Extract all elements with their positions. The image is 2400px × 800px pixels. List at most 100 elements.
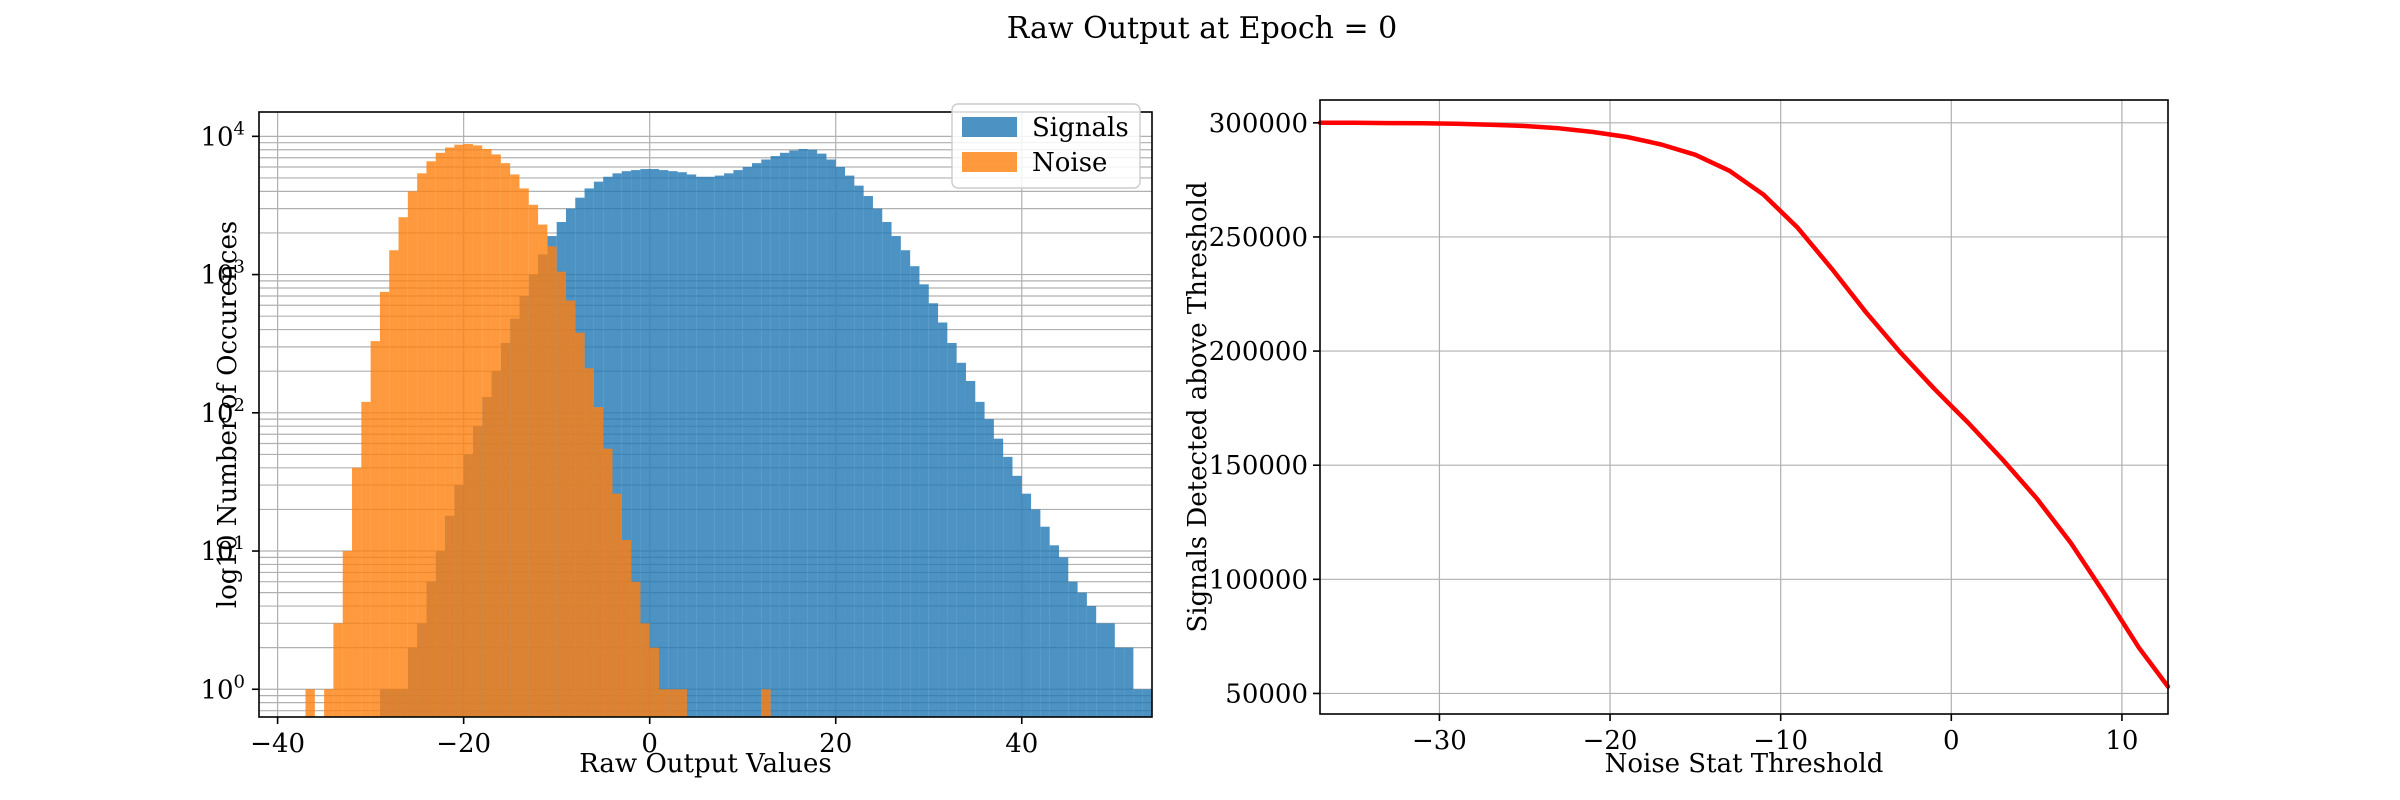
histogram-bar [491, 154, 501, 717]
histogram-bar [389, 250, 399, 717]
legend-label: Noise [1032, 148, 1107, 178]
histogram-panel: −40 −20 0 20 40 100 101 102 103 104 Raw Output Val… [200, 103, 1153, 779]
legend: Signals Noise [951, 103, 1141, 189]
histogram-bar [668, 171, 678, 717]
histogram-frame [258, 111, 1153, 718]
histogram-bar [1031, 509, 1041, 717]
histogram-bar [956, 362, 966, 717]
x-tick-label: −40 [250, 729, 305, 759]
y-tick-label: 100000 [1209, 565, 1308, 595]
histogram-bar [435, 152, 446, 717]
histogram-bar [900, 250, 911, 717]
histogram-bar [1105, 623, 1115, 717]
histogram-bar [686, 174, 697, 717]
histogram-bar [1003, 456, 1013, 717]
x-axis-label: Noise Stat Threshold [1605, 749, 1884, 779]
histogram-bar [658, 170, 669, 717]
histogram-bar [677, 172, 687, 717]
histogram-bar [779, 152, 790, 717]
histogram-bar [1068, 581, 1078, 717]
histogram-bar [882, 222, 892, 717]
histogram-bar [649, 169, 659, 717]
histogram-bar [472, 145, 483, 717]
histogram-bar [1114, 647, 1125, 717]
histogram-bar [1049, 545, 1059, 717]
histogram-bar [975, 401, 985, 717]
histogram-bar [1040, 526, 1050, 717]
figure-title: Raw Output at Epoch = 0 [1007, 11, 1398, 46]
histogram-bar [500, 163, 511, 717]
histogram-bar [482, 148, 492, 717]
histogram-bar [696, 176, 706, 717]
histogram-bar [984, 419, 994, 717]
histogram-bar [1077, 592, 1087, 717]
histogram-bar [891, 236, 901, 717]
histogram-bar [919, 284, 929, 717]
histogram-bar [965, 380, 976, 717]
histogram-bar [379, 291, 390, 717]
histogram-bar [1058, 557, 1069, 717]
line-grid [1320, 100, 2168, 714]
x-tick-label: 0 [1943, 726, 1960, 756]
histogram-bar [817, 153, 827, 717]
histogram-bar [324, 689, 334, 717]
histogram-bar [854, 185, 864, 717]
histogram-bar [1086, 606, 1097, 717]
histogram-bar [928, 303, 939, 717]
y-axis-label: Signals Detected above Threshold [1183, 181, 1213, 632]
histogram-bar [947, 342, 957, 717]
histogram-bar [668, 689, 678, 717]
histogram-bar [1012, 475, 1022, 717]
y-tick-label: 101 [200, 533, 245, 567]
histogram-bar [612, 493, 622, 717]
histogram-bar [621, 171, 632, 717]
x-tick-label: −20 [1583, 726, 1638, 756]
histogram-bar [370, 341, 380, 717]
histogram-bar [863, 196, 873, 717]
histogram-bar [938, 322, 948, 717]
legend-swatch [962, 117, 1017, 137]
histogram-bar [761, 689, 771, 717]
histogram-bar [807, 149, 818, 717]
histogram-bar [658, 689, 669, 717]
histogram-bar [1021, 493, 1032, 717]
histogram-bar [789, 150, 799, 717]
histogram-bar [519, 188, 529, 717]
x-tick-label: −20 [436, 729, 491, 759]
x-tick-label: 20 [819, 729, 852, 759]
histogram-bar [724, 173, 734, 717]
histogram-bar [677, 689, 687, 717]
histogram-bar [575, 332, 585, 717]
histogram-bar [528, 204, 539, 717]
histogram-bar [547, 246, 557, 717]
histogram-bar [993, 438, 1004, 717]
histogram-bar [342, 551, 353, 717]
legend-label: Signals [1032, 113, 1129, 143]
histogram-bar [361, 401, 371, 717]
y-tick-label: 250000 [1209, 223, 1308, 253]
histogram-bar [565, 300, 576, 717]
threshold-line-panel: −30 −20 −10 0 10 50000 100000 150000 200000 25000… [1183, 99, 2171, 779]
histogram-bar [398, 217, 408, 717]
histogram-bar [835, 167, 846, 717]
histogram-bar [714, 175, 725, 717]
histogram-bar [770, 156, 780, 717]
histogram-bar [845, 175, 855, 717]
x-tick-label: 10 [2105, 726, 2138, 756]
histogram-bar [640, 623, 650, 717]
histogram-bar [798, 148, 808, 717]
y-tick-label: 150000 [1209, 451, 1308, 481]
histogram-bar [417, 173, 427, 717]
histogram-bar [426, 161, 436, 717]
histogram-bar [593, 407, 604, 717]
y-tick-label: 300000 [1209, 109, 1308, 139]
legend-swatch [962, 152, 1017, 172]
y-tick-label: 103 [200, 257, 245, 291]
histogram-bar [445, 147, 455, 717]
histogram-bar [556, 271, 566, 717]
x-tick-label: −30 [1412, 726, 1467, 756]
x-tick-label: −10 [1753, 726, 1808, 756]
y-axis-label: log10 Number of Occurences [213, 221, 243, 608]
histogram-bar [752, 163, 762, 717]
